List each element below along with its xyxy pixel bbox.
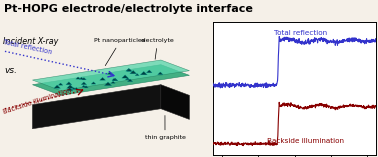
Polygon shape xyxy=(33,60,189,91)
Polygon shape xyxy=(146,70,152,73)
Polygon shape xyxy=(135,74,139,76)
Text: Pt-HOPG electrode/electrolyte interface: Pt-HOPG electrode/electrolyte interface xyxy=(4,4,253,14)
Polygon shape xyxy=(66,82,72,85)
Text: Pt nanoparticles: Pt nanoparticles xyxy=(94,38,145,66)
Text: electrolyte: electrolyte xyxy=(141,38,174,59)
Polygon shape xyxy=(125,78,130,80)
Polygon shape xyxy=(79,77,84,79)
Text: Incident X-ray: Incident X-ray xyxy=(3,37,58,46)
Polygon shape xyxy=(67,88,73,91)
Polygon shape xyxy=(81,82,87,85)
Polygon shape xyxy=(127,69,132,71)
Polygon shape xyxy=(127,79,133,82)
Polygon shape xyxy=(76,77,80,79)
Polygon shape xyxy=(111,81,115,83)
Polygon shape xyxy=(33,65,189,95)
Polygon shape xyxy=(84,86,88,88)
Polygon shape xyxy=(126,68,132,71)
Text: Backside illumination: Backside illumination xyxy=(267,138,344,144)
Text: Total reflection: Total reflection xyxy=(274,30,327,36)
Polygon shape xyxy=(140,71,147,75)
Polygon shape xyxy=(82,78,86,80)
Text: thin graphite: thin graphite xyxy=(144,116,186,140)
Text: vs.: vs. xyxy=(4,66,17,75)
Polygon shape xyxy=(33,85,161,129)
Polygon shape xyxy=(74,87,78,89)
Polygon shape xyxy=(158,72,163,75)
Polygon shape xyxy=(112,78,118,81)
Polygon shape xyxy=(112,78,116,80)
Polygon shape xyxy=(130,70,136,74)
Polygon shape xyxy=(122,75,129,78)
Polygon shape xyxy=(100,77,105,80)
Polygon shape xyxy=(107,72,112,74)
Polygon shape xyxy=(91,82,96,84)
Polygon shape xyxy=(161,85,189,119)
Polygon shape xyxy=(104,82,112,86)
Polygon shape xyxy=(82,85,86,87)
Polygon shape xyxy=(58,83,63,85)
Polygon shape xyxy=(67,85,74,88)
Polygon shape xyxy=(72,87,76,89)
Text: Backside illumination: Backside illumination xyxy=(3,87,73,115)
Polygon shape xyxy=(54,85,60,88)
Text: Total reflection: Total reflection xyxy=(3,40,53,56)
